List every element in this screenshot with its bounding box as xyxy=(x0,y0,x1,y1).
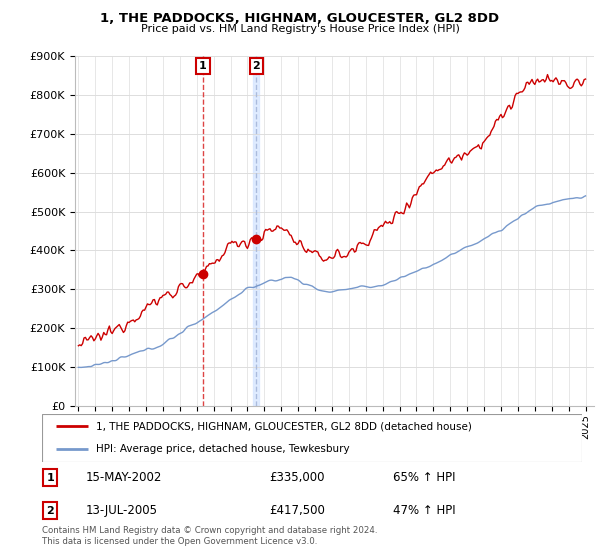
Text: 65% ↑ HPI: 65% ↑ HPI xyxy=(393,471,455,484)
Text: Price paid vs. HM Land Registry's House Price Index (HPI): Price paid vs. HM Land Registry's House … xyxy=(140,24,460,34)
Text: 2: 2 xyxy=(253,61,260,71)
Text: 13-JUL-2005: 13-JUL-2005 xyxy=(85,504,157,517)
Text: 1: 1 xyxy=(46,473,54,483)
Text: 1, THE PADDOCKS, HIGHNAM, GLOUCESTER, GL2 8DD (detached house): 1, THE PADDOCKS, HIGHNAM, GLOUCESTER, GL… xyxy=(96,421,472,431)
Text: £417,500: £417,500 xyxy=(269,504,325,517)
Text: 15-MAY-2002: 15-MAY-2002 xyxy=(85,471,161,484)
Bar xyxy=(253,56,259,406)
Text: 2: 2 xyxy=(46,506,54,516)
Text: £335,000: £335,000 xyxy=(269,471,325,484)
Text: HPI: Average price, detached house, Tewkesbury: HPI: Average price, detached house, Tewk… xyxy=(96,444,350,454)
Text: Contains HM Land Registry data © Crown copyright and database right 2024.
This d: Contains HM Land Registry data © Crown c… xyxy=(42,526,377,546)
Text: 47% ↑ HPI: 47% ↑ HPI xyxy=(393,504,455,517)
Text: 1, THE PADDOCKS, HIGHNAM, GLOUCESTER, GL2 8DD: 1, THE PADDOCKS, HIGHNAM, GLOUCESTER, GL… xyxy=(100,12,500,25)
Text: 1: 1 xyxy=(199,61,207,71)
